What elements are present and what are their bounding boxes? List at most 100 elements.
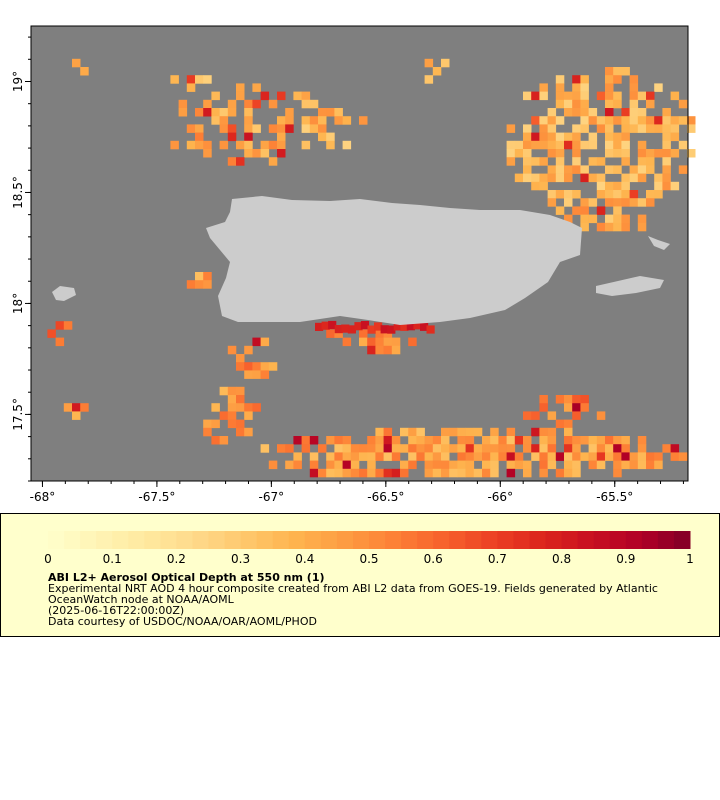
aod-cell (662, 116, 671, 125)
aod-cell (309, 436, 319, 445)
aod-cell (555, 173, 565, 183)
aod-cell (629, 452, 639, 461)
aod-cell (285, 460, 294, 470)
lat-tick-label: 19° (11, 71, 25, 92)
color-scale-step (208, 531, 226, 549)
aod-cell (670, 116, 680, 125)
aod-cell (662, 181, 671, 191)
aod-cell (227, 99, 237, 109)
aod-cell (244, 140, 253, 150)
aod-cell (367, 460, 376, 470)
aod-cell (637, 149, 647, 158)
aod-cell (482, 460, 491, 470)
aod-cell (514, 452, 524, 461)
color-scale-step (128, 531, 145, 549)
aod-cell (465, 468, 475, 478)
aod-cell (506, 124, 516, 133)
color-scale-step (465, 531, 482, 549)
aod-cell (613, 222, 622, 232)
aod-cell (285, 444, 294, 453)
aod-cell (498, 436, 507, 445)
aod-cell (613, 468, 622, 478)
aod-cell (613, 436, 622, 445)
aod-cell-coast (347, 325, 356, 334)
aod-cell (539, 436, 548, 445)
aod-cell (375, 329, 384, 338)
aod-cell (588, 444, 598, 453)
aod-cell (72, 58, 81, 68)
aod-cell (72, 403, 81, 412)
aod-cell (506, 436, 516, 445)
color-scale-tick-label: 0 (44, 552, 52, 566)
color-scale-step (224, 531, 242, 549)
color-scale-step (48, 531, 65, 549)
aod-cell (383, 468, 393, 478)
aod-cell (654, 190, 663, 199)
aod-cell (326, 140, 335, 150)
color-scale-step (369, 531, 386, 549)
aod-cell (555, 132, 565, 142)
aod-cell (326, 452, 335, 461)
aod-cell (383, 444, 393, 453)
aod-cell (613, 116, 622, 125)
aod-cell (227, 411, 237, 420)
aod-cell (539, 173, 548, 183)
aod-cell (605, 444, 614, 453)
aod-cell (662, 444, 671, 453)
aod-cell (613, 206, 622, 215)
aod-cell (523, 149, 532, 158)
aod-cell (268, 157, 278, 166)
aod-cell (547, 198, 557, 207)
aod-cell (564, 452, 573, 461)
aod-cell (621, 198, 630, 207)
aod-cell (334, 108, 343, 117)
aod-cell (547, 411, 557, 420)
aod-cell (441, 444, 450, 453)
aod-cell (523, 436, 532, 445)
aod-cell (588, 436, 598, 445)
aod-cell (547, 452, 557, 461)
aod-cell (219, 386, 229, 396)
lat-tick-label: 18.5° (11, 176, 25, 209)
aod-cell (629, 83, 639, 92)
aod-cell (596, 173, 606, 183)
aod-cell (637, 91, 647, 101)
aod-cell (588, 116, 598, 125)
legend-description-2: OceanWatch node at NOAA/AOML (48, 593, 234, 606)
aod-cell (564, 165, 573, 174)
aod-cell (211, 91, 220, 101)
aod-cell (309, 124, 319, 133)
aod-cell (318, 116, 327, 125)
aod-cell (621, 173, 630, 183)
aod-cell (482, 444, 491, 453)
aod-cell (605, 83, 614, 92)
aod-cell (400, 468, 409, 478)
aod-cell (564, 108, 573, 117)
aod-cell (580, 395, 589, 404)
aod-cell (277, 124, 286, 133)
aod-cell (547, 132, 557, 142)
aod-cell (580, 91, 589, 101)
aod-cell (646, 452, 655, 461)
lon-tick-label: -65.5° (596, 490, 633, 504)
aod-cell (523, 460, 532, 470)
aod-cell (564, 468, 573, 478)
aod-cell-coast (334, 325, 343, 334)
aod-cell (613, 91, 622, 101)
aod-cell (252, 83, 261, 92)
aod-cell (555, 452, 565, 461)
aod-cell (203, 108, 212, 117)
aod-cell (580, 198, 589, 207)
aod-cell (646, 460, 655, 470)
aod-cell (539, 83, 548, 92)
legend-panel: 0 0.1 0.2 0.3 0.4 0.5 0.6 0.7 0.8 0.9 1 ABI L2+ Ae… (0, 513, 720, 637)
aod-cell (662, 132, 671, 142)
aod-cell (301, 116, 311, 125)
aod-cell (596, 116, 606, 125)
aod-cell (588, 132, 598, 142)
aod-cell (564, 91, 573, 101)
aod-cell (342, 140, 352, 150)
aod-cell (605, 198, 614, 207)
aod-cell (244, 403, 253, 412)
color-scale-step (529, 531, 547, 549)
